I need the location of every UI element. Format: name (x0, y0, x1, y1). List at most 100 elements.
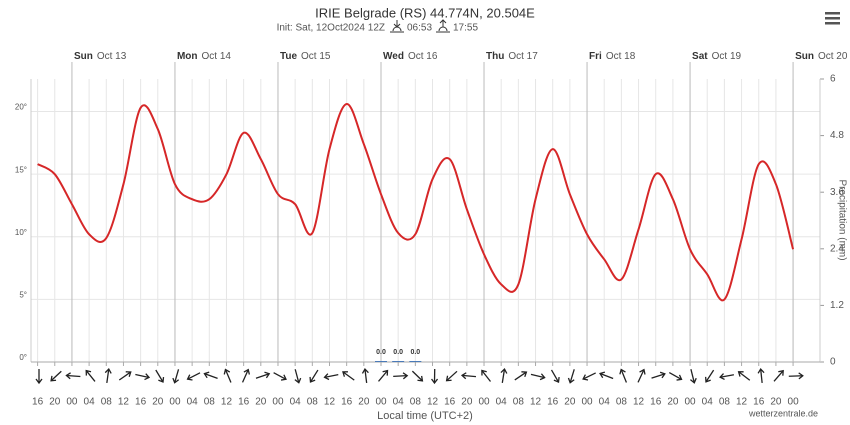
wind-arrow-shaft (668, 372, 682, 380)
wind-arrow (599, 371, 614, 380)
wind-arrow (514, 371, 528, 381)
date: Oct 17 (508, 51, 538, 62)
wind-arrow-head (203, 371, 210, 379)
x-tick-label: 04 (393, 397, 405, 408)
wind-arrow-shaft (174, 369, 180, 383)
wind-arrow (294, 369, 302, 384)
wind-arrow-head (144, 373, 151, 381)
wind-arrow (690, 369, 697, 384)
precip-bar (392, 361, 405, 362)
x-tick-label: 04 (702, 397, 714, 408)
x-tick-label: 04 (290, 397, 302, 408)
weekday: Wed (383, 51, 404, 62)
x-tick-label: 20 (667, 397, 679, 408)
x-tick-label: 04 (599, 397, 611, 408)
x-tick-label: 12 (221, 397, 233, 408)
wind-arrow-head (280, 374, 287, 381)
wind-arrow (361, 367, 369, 384)
wind-arrow-shaft (582, 372, 596, 380)
x-tick-label: 20 (358, 397, 370, 408)
wind-arrow-shaft (273, 372, 287, 380)
wind-arrow-head (539, 373, 546, 381)
wind-arrow-shaft (738, 371, 751, 381)
x-tick-label: 00 (684, 397, 696, 408)
x-tick-label: 00 (66, 397, 78, 408)
wind-arrow-head (582, 374, 589, 381)
wind-arrow-shaft (294, 369, 300, 383)
wind-arrow-shaft (705, 369, 715, 383)
wind-arrow (309, 369, 319, 383)
wind-arrow (460, 372, 477, 380)
wind-arrow (342, 371, 355, 381)
wind-arrow-shaft (204, 372, 218, 380)
wind-arrow-head (567, 377, 575, 384)
day-label: Sat Oct 19 (692, 51, 741, 62)
y2-tick-label: 0 (830, 357, 836, 368)
wind-arrow (186, 372, 201, 381)
wind-arrow-shaft (569, 369, 575, 383)
x-tick-label: 08 (204, 397, 216, 408)
wind-arrow-head (172, 377, 180, 384)
x-tick-label: 12 (324, 397, 336, 408)
x-tick-label: 00 (272, 397, 284, 408)
wind-arrow-shaft (550, 369, 560, 383)
date: Oct 19 (712, 51, 742, 62)
wind-arrow-head (757, 367, 765, 374)
wind-arrow-head (243, 368, 250, 375)
wind-arrow (155, 369, 165, 383)
wind-arrow-head (553, 377, 560, 384)
wind-arrow (788, 372, 804, 380)
wind-arrow-shaft (690, 369, 695, 383)
wind-arrow-head (223, 368, 231, 375)
day-label: Tue Oct 15 (280, 51, 331, 62)
date: Oct 15 (301, 51, 331, 62)
wind-arrow-shaft (514, 371, 527, 381)
credit: wetterzentrale.de (748, 408, 818, 418)
x-tick-label: 00 (581, 397, 593, 408)
day-label: Sun Oct 13 (74, 51, 127, 62)
wind-arrow (445, 370, 458, 382)
wind-arrow (757, 367, 765, 384)
weekday: Sun (74, 51, 93, 62)
precip-bar (409, 361, 422, 362)
wind-arrow (530, 373, 546, 381)
chart-subtitle: Init: Sat, 12Oct2024 12Z (277, 23, 385, 34)
wind-arrow-shaft (155, 369, 164, 383)
x-tick-label: 00 (375, 397, 387, 408)
x-tick-label: 16 (341, 397, 353, 408)
wind-arrow-head (445, 375, 452, 382)
wind-arrow-head (85, 369, 92, 376)
y-tick-label: 0° (19, 353, 27, 362)
x-axis-label: Local time (UTC+2) (377, 410, 473, 422)
wind-arrow-head (35, 378, 43, 385)
wind-arrow (481, 369, 492, 382)
wind-arrow-shaft (364, 368, 368, 384)
x-tick-label: 16 (753, 397, 765, 408)
wind-arrow (619, 368, 628, 383)
wind-arrow-head (264, 371, 271, 379)
x-tick-label: 04 (187, 397, 199, 408)
x-tick-label: 16 (650, 397, 662, 408)
wind-arrow-shaft (637, 369, 645, 383)
menu-button[interactable] (825, 12, 840, 25)
y2-tick-label: 2.4 (830, 243, 844, 254)
wind-arrow-head (402, 372, 409, 380)
wind-arrow (223, 368, 232, 383)
wind-arrow-head (50, 375, 57, 382)
x-tick-label: 16 (547, 397, 559, 408)
wind-arrow (668, 372, 683, 381)
day-label: Fri Oct 18 (589, 51, 636, 62)
wind-arrow-shaft (393, 374, 408, 378)
wind-arrow-head (500, 368, 508, 374)
y-tick-label: 10° (15, 228, 27, 237)
day-label: Wed Oct 16 (383, 51, 438, 62)
wind-arrow-head (619, 368, 626, 375)
date: Oct 16 (408, 51, 438, 62)
x-tick-label: 12 (530, 397, 542, 408)
weekday: Sun (795, 51, 814, 62)
wind-arrow-head (186, 374, 193, 381)
x-tick-label: 08 (410, 397, 422, 408)
date: Oct 20 (818, 51, 848, 62)
wind-arrow-head (690, 377, 697, 384)
y2-tick-label: 1.2 (830, 300, 844, 311)
